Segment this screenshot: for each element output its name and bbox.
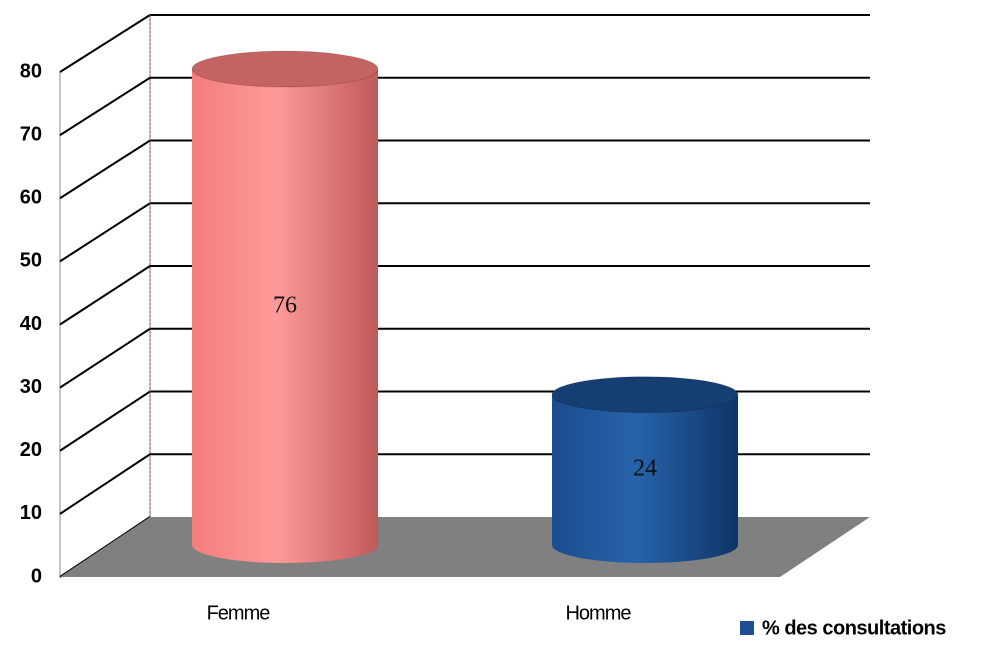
floor xyxy=(60,517,870,577)
data-label: 24 xyxy=(633,455,657,481)
y-tick-label: 20 xyxy=(20,439,42,461)
legend-swatch xyxy=(740,621,754,635)
y-tick-label: 70 xyxy=(20,123,42,145)
y-tick-label: 10 xyxy=(20,502,42,524)
x-tick-label: Homme xyxy=(565,602,631,624)
grid-line xyxy=(59,327,151,389)
y-tick-label: 0 xyxy=(31,565,42,587)
grid-line xyxy=(59,76,151,136)
y-tick-label: 50 xyxy=(20,250,42,272)
grid-line xyxy=(59,453,151,515)
grid-line xyxy=(59,265,151,326)
grid-line xyxy=(59,139,151,200)
grid-line xyxy=(59,390,151,452)
bar-top xyxy=(551,376,739,414)
bar xyxy=(192,69,378,564)
legend-label: % des consultations xyxy=(762,617,946,639)
y-tick-label: 80 xyxy=(20,60,42,82)
y-tick-label: 60 xyxy=(20,187,42,209)
grid-line xyxy=(59,202,151,263)
x-tick-label: Femme xyxy=(207,602,271,624)
bar-top xyxy=(191,50,379,88)
grid-line xyxy=(59,14,151,73)
bar xyxy=(552,394,738,563)
y-tick-label: 30 xyxy=(20,376,42,398)
y-tick-label: 40 xyxy=(20,313,42,335)
data-label: 76 xyxy=(273,293,297,319)
